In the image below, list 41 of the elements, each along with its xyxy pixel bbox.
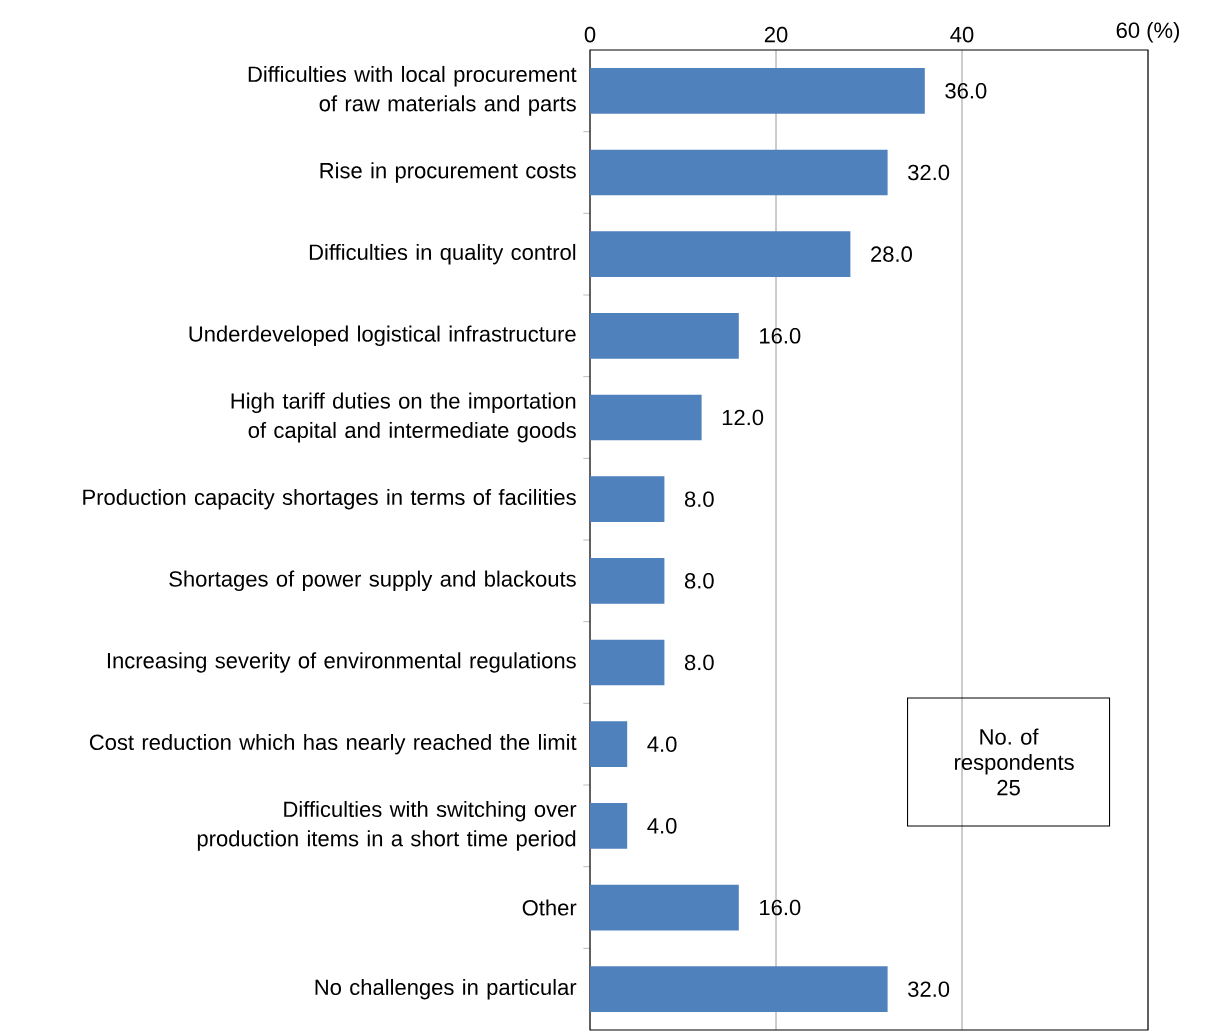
- bar: [590, 394, 702, 441]
- data-label: 4.0: [647, 818, 677, 834]
- data-label: 16.0: [760, 328, 801, 344]
- annotation: No. of respondents 25: [955, 728, 1074, 796]
- data-label: 8.0: [684, 654, 714, 671]
- bar: [590, 476, 665, 523]
- y-tick-label: Difficulties in quality control: [309, 243, 576, 265]
- data-label: 8.0: [684, 573, 714, 589]
- bar: [590, 802, 628, 849]
- x-tick-label: 60 (%): [1116, 21, 1180, 43]
- data-label: 12.0: [722, 409, 764, 426]
- data-label: 32.0: [908, 981, 950, 997]
- bar: [590, 557, 665, 604]
- bar: [590, 312, 739, 359]
- bar: [590, 884, 739, 931]
- data-label: 4.0: [647, 736, 677, 752]
- y-tick-label: No challenges in particular: [315, 978, 577, 1000]
- data-label: 36.0: [945, 83, 987, 99]
- y-tick-label: Cost reduction which has nearly reached the limit: [89, 733, 577, 755]
- y-tick-label: Production capacity shortages in terms of facilities: [83, 488, 576, 510]
- y-tick-label: Difficulties with switching over production items in a short time period: [197, 800, 577, 851]
- x-tick-label: 20: [764, 26, 788, 43]
- y-tick-label: Shortages of power supply and blackouts: [169, 570, 576, 592]
- y-tick-label: Difficulties with local procurement of raw materials and parts: [248, 65, 577, 116]
- bar: [590, 149, 888, 196]
- data-label: 8.0: [684, 491, 714, 507]
- data-label: 32.0: [908, 164, 950, 181]
- bar: [590, 721, 628, 768]
- y-tick-label: Rise in procurement costs: [320, 162, 576, 183]
- y-tick-label: Underdeveloped logistical infrastructure: [189, 325, 576, 347]
- y-tick-label: Other: [522, 899, 577, 916]
- y-tick-label: High tariff duties on the importation of capital and intermediate goods: [231, 392, 576, 443]
- x-tick-label: 40: [950, 26, 974, 43]
- bar: [590, 966, 888, 1013]
- bar: [590, 231, 851, 278]
- x-tick-label: 0: [584, 26, 596, 43]
- bar: [590, 67, 925, 114]
- data-label: 16.0: [760, 899, 801, 916]
- bar: [590, 639, 665, 686]
- y-tick-label: Increasing severity of environmental regulations: [107, 652, 576, 673]
- data-label: 28.0: [871, 246, 912, 262]
